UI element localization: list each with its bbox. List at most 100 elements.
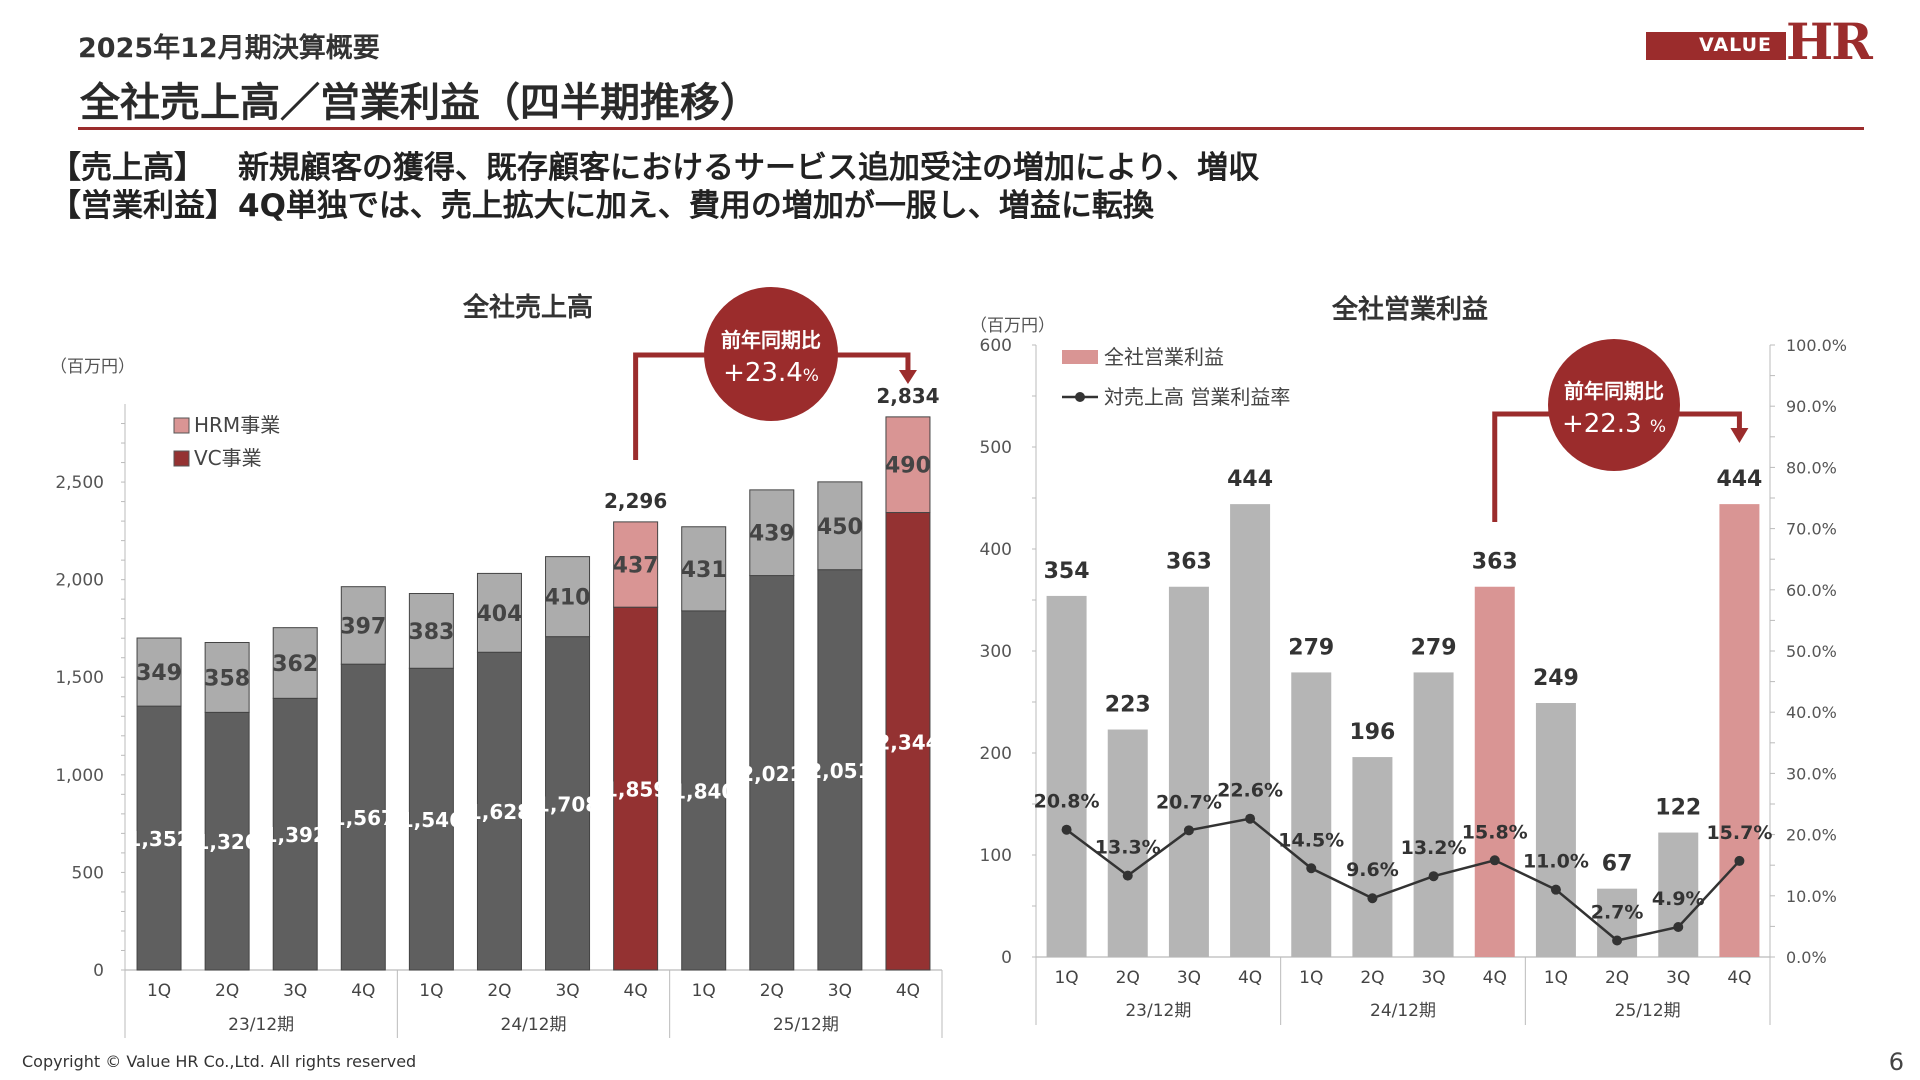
profit-y2-tick-label: 10.0% [1786, 887, 1837, 906]
vc-bar [272, 697, 318, 971]
sales-yoy-unit: % [803, 366, 819, 386]
sales-x-tick-label: 4Q [351, 981, 375, 1001]
profit-x-tick-label: 3Q [1421, 968, 1445, 988]
copyright: Copyright © Value HR Co.,Ltd. All rights… [22, 1052, 417, 1071]
hrm-bar [204, 642, 250, 713]
profit-value-label: 363 [1166, 550, 1212, 575]
sales-x-tick-label: 2Q [760, 981, 784, 1001]
margin-label: 4.9% [1652, 888, 1705, 910]
profit-value-label: 354 [1044, 559, 1090, 584]
profit-y2-tick-label: 40.0% [1786, 703, 1837, 722]
margin-label: 22.6% [1217, 780, 1283, 802]
profit-yoy-value: +22.3 % [1562, 409, 1666, 439]
sales-x-tick-label: 3Q [828, 981, 852, 1001]
profit-legend-label: 全社営業利益 [1104, 345, 1224, 369]
hrm-bar [545, 556, 591, 638]
profit-value-label: 279 [1288, 635, 1334, 660]
margin-label: 20.8% [1034, 791, 1100, 813]
vc-bar [817, 569, 863, 971]
sales-x-tick-label: 1Q [419, 981, 443, 1001]
profit-x-tick-label: 2Q [1605, 968, 1629, 988]
hrm-value-label: 410 [545, 586, 591, 611]
page-title: 全社売上高／営業利益（四半期推移） [80, 80, 760, 126]
profit-x-tick-label: 1Q [1054, 968, 1078, 988]
vc-value-label: 2,344 [876, 730, 939, 754]
profit-bar [1658, 832, 1699, 957]
profit-message: 【営業利益】4Q単独では、売上拡大に加え、費用の増加が一服し、増益に転換 [50, 180, 1154, 225]
profit-value-label: 196 [1349, 720, 1395, 745]
hrm-value-label: 431 [681, 558, 727, 583]
margin-point [1734, 855, 1745, 866]
margin-legend-point [1075, 392, 1085, 402]
sales-callout-arrowhead [898, 370, 917, 384]
hrm-value-label: 383 [408, 620, 454, 645]
margin-point [1061, 824, 1072, 835]
hrm-bar [681, 526, 727, 612]
logo-value-text: VALUE [1699, 34, 1772, 56]
margin-label: 2.7% [1591, 901, 1644, 923]
hrm-value-label: 404 [476, 602, 522, 627]
profit-x-tick-label: 3Q [1666, 968, 1690, 988]
profit-value-label: 444 [1716, 467, 1762, 492]
profit-y-tick-label: 500 [980, 438, 1012, 458]
sales-total-label: 2,296 [604, 489, 667, 513]
vc-bar [476, 651, 522, 971]
sales-y-tick-label: 500 [72, 863, 104, 883]
vc-value-label: 1,546 [400, 808, 463, 832]
profit-x-tick-label: 4Q [1238, 968, 1262, 988]
sales-total-label: 2,834 [876, 384, 939, 408]
profit-value-label: 249 [1533, 666, 1579, 691]
profit-bar [1413, 672, 1454, 957]
profit-y-tick-label: 0 [1001, 948, 1012, 968]
profit-group-label: 23/12期 [1125, 1001, 1191, 1021]
vc-value-label: 2,051 [808, 759, 871, 783]
vc-value-label: 1,320 [195, 830, 258, 854]
vc-value-label: 1,628 [468, 800, 531, 824]
profit-value-label: 363 [1472, 550, 1518, 575]
hrm-bar [136, 637, 182, 707]
vc-legend-label: VC事業 [194, 446, 262, 470]
profit-y2-tick-label: 90.0% [1786, 397, 1837, 416]
profit-value-label: 444 [1227, 467, 1273, 492]
sales-group-label: 24/12期 [501, 1015, 567, 1035]
profit-y2-tick-label: 30.0% [1786, 764, 1837, 783]
profit-legend-swatch [1062, 350, 1098, 364]
logo-bar: VALUE [1646, 32, 1786, 60]
hrm-value-label: 490 [885, 454, 931, 479]
margin-point [1489, 855, 1500, 866]
margin-point [1612, 935, 1623, 946]
sales-yoy-badge [704, 287, 838, 421]
vc-bar [408, 667, 454, 971]
profit-y-tick-label: 100 [980, 846, 1012, 866]
logo-hr-text: HR [1786, 12, 1873, 71]
margin-point [1550, 884, 1561, 895]
margin-point [1428, 871, 1439, 882]
profit-callout-arrowhead [1730, 428, 1749, 443]
profit-bar [1352, 757, 1393, 957]
sales-y-tick-label: 2,000 [55, 571, 104, 591]
vc-bar [885, 512, 931, 971]
sales-chart-title: 全社売上高 [462, 292, 593, 323]
profit-x-tick-label: 1Q [1299, 968, 1323, 988]
hrm-value-label: 362 [272, 652, 318, 677]
profit-y-tick-label: 400 [980, 540, 1012, 560]
profit-group-label: 25/12期 [1615, 1001, 1681, 1021]
title-divider [78, 127, 1864, 130]
profit-y-tick-label: 200 [980, 744, 1012, 764]
profit-bar [1535, 703, 1576, 957]
profit-yoy-label: 前年同期比 [1564, 379, 1664, 403]
hrm-bar [408, 593, 454, 669]
sales-x-tick-label: 4Q [896, 981, 920, 1001]
hrm-value-label: 450 [817, 515, 863, 540]
sales-x-tick-label: 4Q [624, 981, 648, 1001]
sales-group-label: 25/12期 [773, 1015, 839, 1035]
profit-group-label: 24/12期 [1370, 1001, 1436, 1021]
profit-value-label: 122 [1655, 796, 1701, 821]
sales-x-tick-label: 1Q [692, 981, 716, 1001]
margin-label: 11.0% [1523, 851, 1589, 873]
vc-value-label: 1,352 [127, 827, 190, 851]
vc-bar [681, 610, 727, 971]
hrm-bar [340, 586, 386, 665]
profit-y2-tick-label: 60.0% [1786, 581, 1837, 600]
